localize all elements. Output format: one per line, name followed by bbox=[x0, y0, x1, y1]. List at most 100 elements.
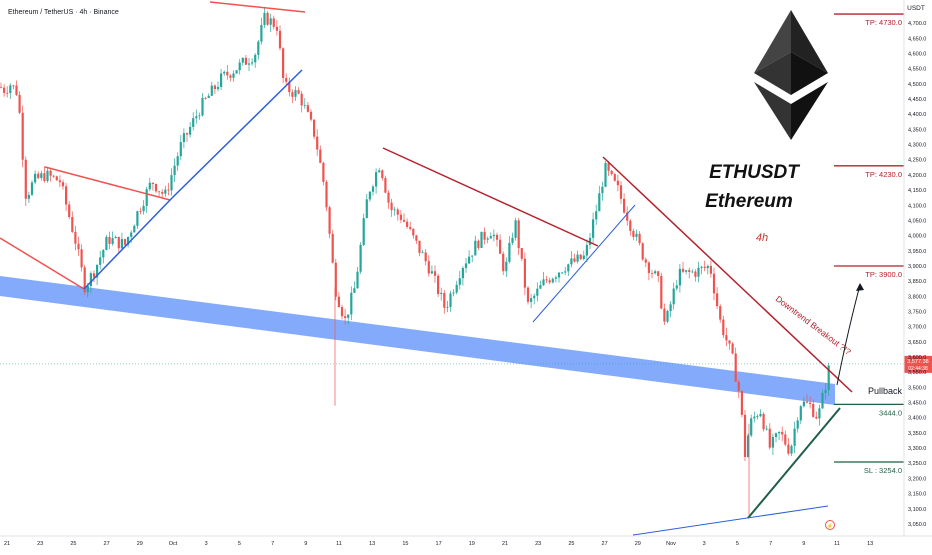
time-tick-label: 5 bbox=[238, 541, 241, 547]
candle-body bbox=[257, 41, 260, 55]
candle-body bbox=[495, 234, 499, 240]
candle-body bbox=[15, 85, 18, 95]
candle-body bbox=[790, 445, 793, 454]
candle-body bbox=[784, 434, 787, 445]
price-tick-label: 3,600.0 bbox=[908, 355, 926, 361]
candle-body bbox=[235, 70, 238, 74]
candle-body bbox=[347, 314, 350, 318]
candle-body bbox=[805, 401, 809, 403]
candle-body bbox=[399, 214, 402, 220]
candle-body bbox=[368, 191, 371, 200]
candle-body bbox=[269, 18, 272, 25]
resistance-line-top[interactable] bbox=[209, 1, 306, 13]
candle-body bbox=[92, 273, 96, 278]
candle-body bbox=[759, 413, 762, 417]
candle-body bbox=[703, 266, 706, 269]
candle-body bbox=[303, 105, 306, 106]
price-tick-label: 3,450.0 bbox=[908, 401, 926, 407]
event-marker-glyph: ⚡ bbox=[826, 522, 833, 530]
resistance-line-left[interactable] bbox=[0, 237, 85, 290]
time-tick-label: 29 bbox=[137, 541, 143, 547]
candle-body bbox=[139, 211, 142, 212]
candle-body bbox=[799, 406, 802, 421]
candle-body bbox=[6, 92, 9, 94]
candle-body bbox=[421, 252, 424, 254]
candle-body bbox=[440, 292, 443, 295]
candle-body bbox=[765, 428, 768, 430]
candle-body bbox=[424, 252, 427, 262]
candle-body bbox=[0, 86, 3, 88]
candle-body bbox=[430, 271, 433, 274]
candle-body bbox=[291, 92, 294, 97]
last-price-badge[interactable] bbox=[904, 355, 932, 373]
candle-body bbox=[247, 63, 251, 65]
price-tick-label: 3,250.0 bbox=[908, 461, 926, 467]
downtrend-line[interactable] bbox=[602, 156, 853, 393]
ethereum-logo bbox=[754, 10, 828, 140]
candle-body bbox=[694, 271, 697, 277]
candle-body bbox=[232, 73, 235, 78]
price-axis[interactable]: USDT 3,050.0 3,100.0 3,150.0 3,200.0 3,250.0… bbox=[903, 0, 926, 536]
uptrend-line-2[interactable] bbox=[171, 69, 303, 199]
candle-body bbox=[158, 191, 161, 193]
candle-body bbox=[272, 18, 275, 27]
candle-body bbox=[585, 244, 588, 256]
candle-body bbox=[207, 95, 210, 99]
candle-body bbox=[337, 296, 340, 308]
candle-body bbox=[542, 279, 545, 286]
candle-body bbox=[151, 182, 154, 184]
time-axis[interactable]: 21 23 25 27 29 Oct 3 5 7 9 11 13 15 17 19 21 23 25 27 29 Nov… bbox=[0, 535, 932, 547]
candle-body bbox=[241, 57, 244, 63]
resistance-line-mid[interactable] bbox=[382, 147, 599, 247]
candle-body bbox=[598, 193, 601, 212]
candle-body bbox=[635, 233, 638, 237]
candle-body bbox=[297, 90, 300, 94]
lower-channel-line[interactable] bbox=[632, 505, 829, 536]
candle-body bbox=[514, 220, 517, 238]
candle-body bbox=[71, 217, 74, 232]
candle-body bbox=[660, 275, 663, 309]
candle-body bbox=[734, 353, 737, 382]
uptrend-line-3[interactable] bbox=[532, 204, 636, 323]
rising-support-line[interactable] bbox=[747, 407, 841, 519]
resistance-line-upper-left[interactable] bbox=[44, 166, 171, 201]
candle-body bbox=[185, 133, 189, 135]
candle-body bbox=[381, 170, 384, 179]
candle-body bbox=[530, 298, 533, 302]
candle-body bbox=[564, 271, 567, 273]
candle-body bbox=[678, 268, 681, 286]
candle-body bbox=[117, 236, 120, 249]
level-label: TP: 4730.0 bbox=[865, 18, 902, 27]
candle-body bbox=[762, 413, 765, 430]
uptrend-line-1[interactable] bbox=[83, 197, 173, 290]
candle-body bbox=[127, 236, 130, 245]
candle-body bbox=[43, 173, 46, 181]
candle-body bbox=[697, 267, 700, 277]
candle-body bbox=[827, 365, 830, 390]
candle-body bbox=[173, 165, 176, 176]
symbol-title: ETHUSDT bbox=[709, 162, 800, 183]
candle-body bbox=[641, 243, 644, 260]
candle-body bbox=[778, 431, 781, 434]
time-tick-label: 11 bbox=[336, 541, 342, 547]
price-tick-label: 3,650.0 bbox=[908, 340, 926, 346]
candle-body bbox=[260, 24, 263, 42]
candle-body bbox=[102, 250, 105, 258]
price-tick-label: 4,700.0 bbox=[908, 21, 926, 27]
price-tick-label: 4,500.0 bbox=[908, 82, 926, 88]
candle-body bbox=[725, 335, 728, 341]
price-tick-label: 4,200.0 bbox=[908, 173, 926, 179]
candle-body bbox=[142, 205, 145, 212]
candle-body bbox=[216, 86, 220, 90]
event-marker-icon[interactable] bbox=[825, 520, 835, 530]
candle-body bbox=[46, 170, 49, 181]
candle-body bbox=[266, 12, 269, 25]
currency-label: USDT bbox=[907, 5, 925, 12]
annotations-layer: Downtrend Breakout ?!? Pullback ⚡ bbox=[774, 283, 903, 530]
candle-body bbox=[89, 273, 92, 287]
price-tick-label: 3,300.0 bbox=[908, 446, 926, 452]
candle-body bbox=[685, 270, 688, 272]
candle-body bbox=[210, 85, 213, 96]
chart-header: Ethereum / TetherUS · 4h · Binance bbox=[8, 9, 119, 16]
